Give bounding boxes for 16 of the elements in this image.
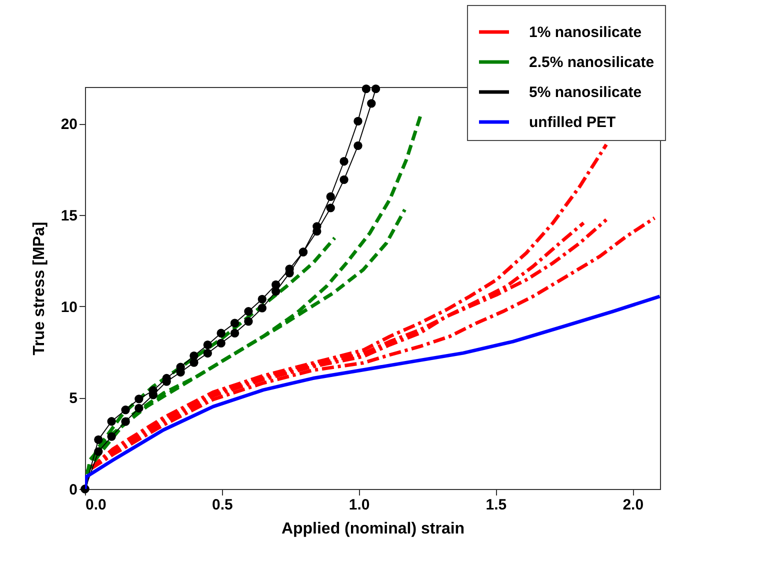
legend-label: unfilled PET	[529, 114, 616, 131]
x-axis-title: Applied (nominal) strain	[281, 520, 465, 538]
legend-label: 1% nanosilicate	[529, 24, 642, 41]
x-tick-label: 2.0	[622, 496, 644, 514]
y-tick-label: 10	[60, 298, 78, 316]
legend-label: 2.5% nanosilicate	[529, 54, 654, 71]
x-tick-label: 1.5	[486, 496, 507, 514]
x-tick-label: 0.5	[212, 496, 233, 514]
y-tick-label: 15	[60, 207, 78, 224]
legend-label: 5% nanosilicate	[529, 84, 642, 101]
y-axis-title: True stress [MPa]	[30, 222, 48, 356]
x-tick-label: 1.0	[348, 496, 370, 514]
y-tick-label: 5	[69, 390, 78, 408]
y-tick-label: 20	[60, 116, 78, 134]
y-tick-label: 0	[69, 482, 78, 498]
x-tick-label: 0.0	[86, 496, 106, 514]
